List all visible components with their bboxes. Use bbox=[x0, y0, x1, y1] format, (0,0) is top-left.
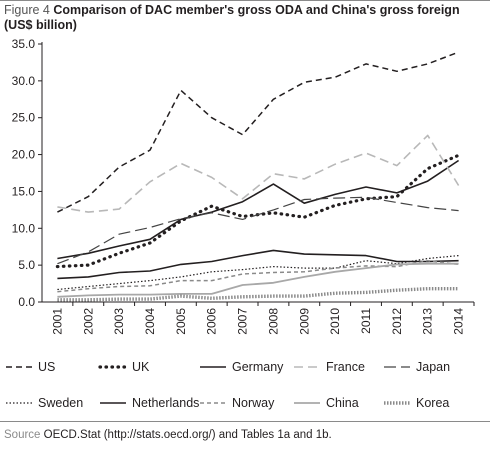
y-tick-label: 35.0 bbox=[12, 37, 36, 51]
series-line-sweden bbox=[57, 255, 459, 291]
series-line-us bbox=[57, 51, 459, 213]
x-tick-label: 2011 bbox=[359, 308, 373, 334]
chart-svg: 0.0 5.0 10.0 15.0 20.0 25.0 30.0 35.0 2001 2002 20… bbox=[6, 37, 475, 410]
x-tick-label: 2005 bbox=[174, 308, 188, 335]
x-tick-label: 2008 bbox=[266, 308, 280, 335]
series-line-germany bbox=[57, 159, 460, 260]
x-tick-label: 2003 bbox=[112, 308, 126, 335]
y-tick-label: 15.0 bbox=[12, 184, 36, 198]
source-label: Source bbox=[4, 429, 41, 441]
legend-label-japan: Japan bbox=[416, 360, 450, 374]
x-tick-label: 2009 bbox=[297, 308, 311, 335]
top-rule bbox=[0, 0, 490, 1]
series-line-korea bbox=[57, 287, 459, 302]
y-tick-label: 5.0 bbox=[18, 258, 35, 272]
legend-label-sweden: Sweden bbox=[38, 396, 83, 410]
series-line-netherlands bbox=[57, 249, 459, 280]
y-tick-label: 25.0 bbox=[12, 111, 36, 125]
x-tick-label: 2001 bbox=[50, 308, 64, 335]
legend-label-france: France bbox=[326, 360, 365, 374]
legend-label-korea: Korea bbox=[416, 396, 449, 410]
x-tick-label: 2013 bbox=[421, 308, 435, 335]
source-text: OECD.Stat (http://stats.oecd.org/) and T… bbox=[43, 429, 332, 441]
series-line-france bbox=[57, 134, 460, 213]
series-line-norway bbox=[57, 259, 459, 293]
figure-label: Figure 4 bbox=[4, 3, 50, 17]
y-tick-label: 0.0 bbox=[18, 295, 35, 309]
x-tick-label: 2010 bbox=[328, 308, 342, 335]
legend-label-uk: UK bbox=[132, 360, 150, 374]
legend-label-norway: Norway bbox=[232, 396, 275, 410]
source-note: Source OECD.Stat (http://stats.oecd.org/… bbox=[4, 429, 332, 441]
x-tick-label: 2014 bbox=[452, 308, 466, 335]
x-tick-label: 2006 bbox=[205, 308, 219, 335]
bottom-rule bbox=[0, 421, 490, 422]
x-tick-label: 2012 bbox=[390, 308, 404, 335]
legend: US UK Germany France Japan Sweden Netherlands N… bbox=[6, 360, 450, 410]
series-line-japan bbox=[57, 196, 459, 265]
figure-title-text: Comparison of DAC member's gross ODA and… bbox=[4, 3, 460, 32]
series-line-china bbox=[57, 262, 459, 298]
axes: 0.0 5.0 10.0 15.0 20.0 25.0 30.0 35.0 2001 2002 20… bbox=[12, 37, 475, 335]
legend-label-china: China bbox=[326, 396, 359, 410]
series-layer bbox=[55, 51, 461, 302]
legend-label-us: US bbox=[38, 360, 55, 374]
y-tick-label: 20.0 bbox=[12, 148, 36, 162]
legend-label-netherlands: Netherlands bbox=[132, 396, 199, 410]
chart-title: Figure 4 Comparison of DAC member's gros… bbox=[4, 3, 484, 33]
x-tick-label: 2002 bbox=[81, 308, 95, 335]
x-tick-label: 2004 bbox=[143, 308, 157, 335]
series-line-uk bbox=[55, 153, 461, 269]
y-tick-label: 30.0 bbox=[12, 74, 36, 88]
y-tick-label: 10.0 bbox=[12, 221, 36, 235]
legend-label-germany: Germany bbox=[232, 360, 284, 374]
x-tick-label: 2007 bbox=[236, 308, 250, 335]
